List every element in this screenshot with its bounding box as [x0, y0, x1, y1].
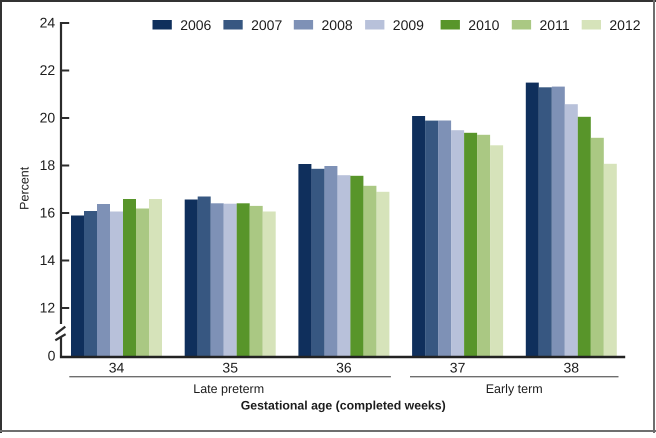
svg-text:24: 24 — [40, 15, 56, 31]
svg-text:20: 20 — [40, 110, 56, 126]
svg-text:18: 18 — [40, 157, 56, 173]
svg-text:2006: 2006 — [180, 17, 211, 33]
svg-text:Late preterm: Late preterm — [193, 382, 264, 396]
svg-text:2012: 2012 — [609, 17, 640, 33]
svg-text:34: 34 — [109, 360, 125, 376]
svg-text:Percent: Percent — [18, 166, 32, 210]
svg-text:14: 14 — [40, 252, 56, 268]
svg-text:2007: 2007 — [251, 17, 282, 33]
svg-text:2011: 2011 — [540, 17, 570, 33]
svg-text:35: 35 — [222, 360, 238, 376]
svg-text:0: 0 — [48, 347, 56, 363]
svg-text:Gestational age (completed wee: Gestational age (completed weeks) — [241, 399, 446, 413]
svg-text:16: 16 — [40, 205, 56, 221]
svg-text:2010: 2010 — [468, 17, 499, 33]
svg-text:2008: 2008 — [322, 17, 353, 33]
svg-text:36: 36 — [336, 360, 352, 376]
svg-text:Early term: Early term — [486, 382, 543, 396]
svg-text:37: 37 — [450, 360, 466, 376]
svg-text:2009: 2009 — [393, 17, 424, 33]
svg-text:38: 38 — [564, 360, 580, 376]
svg-text:12: 12 — [40, 300, 56, 316]
svg-text:22: 22 — [40, 62, 56, 78]
